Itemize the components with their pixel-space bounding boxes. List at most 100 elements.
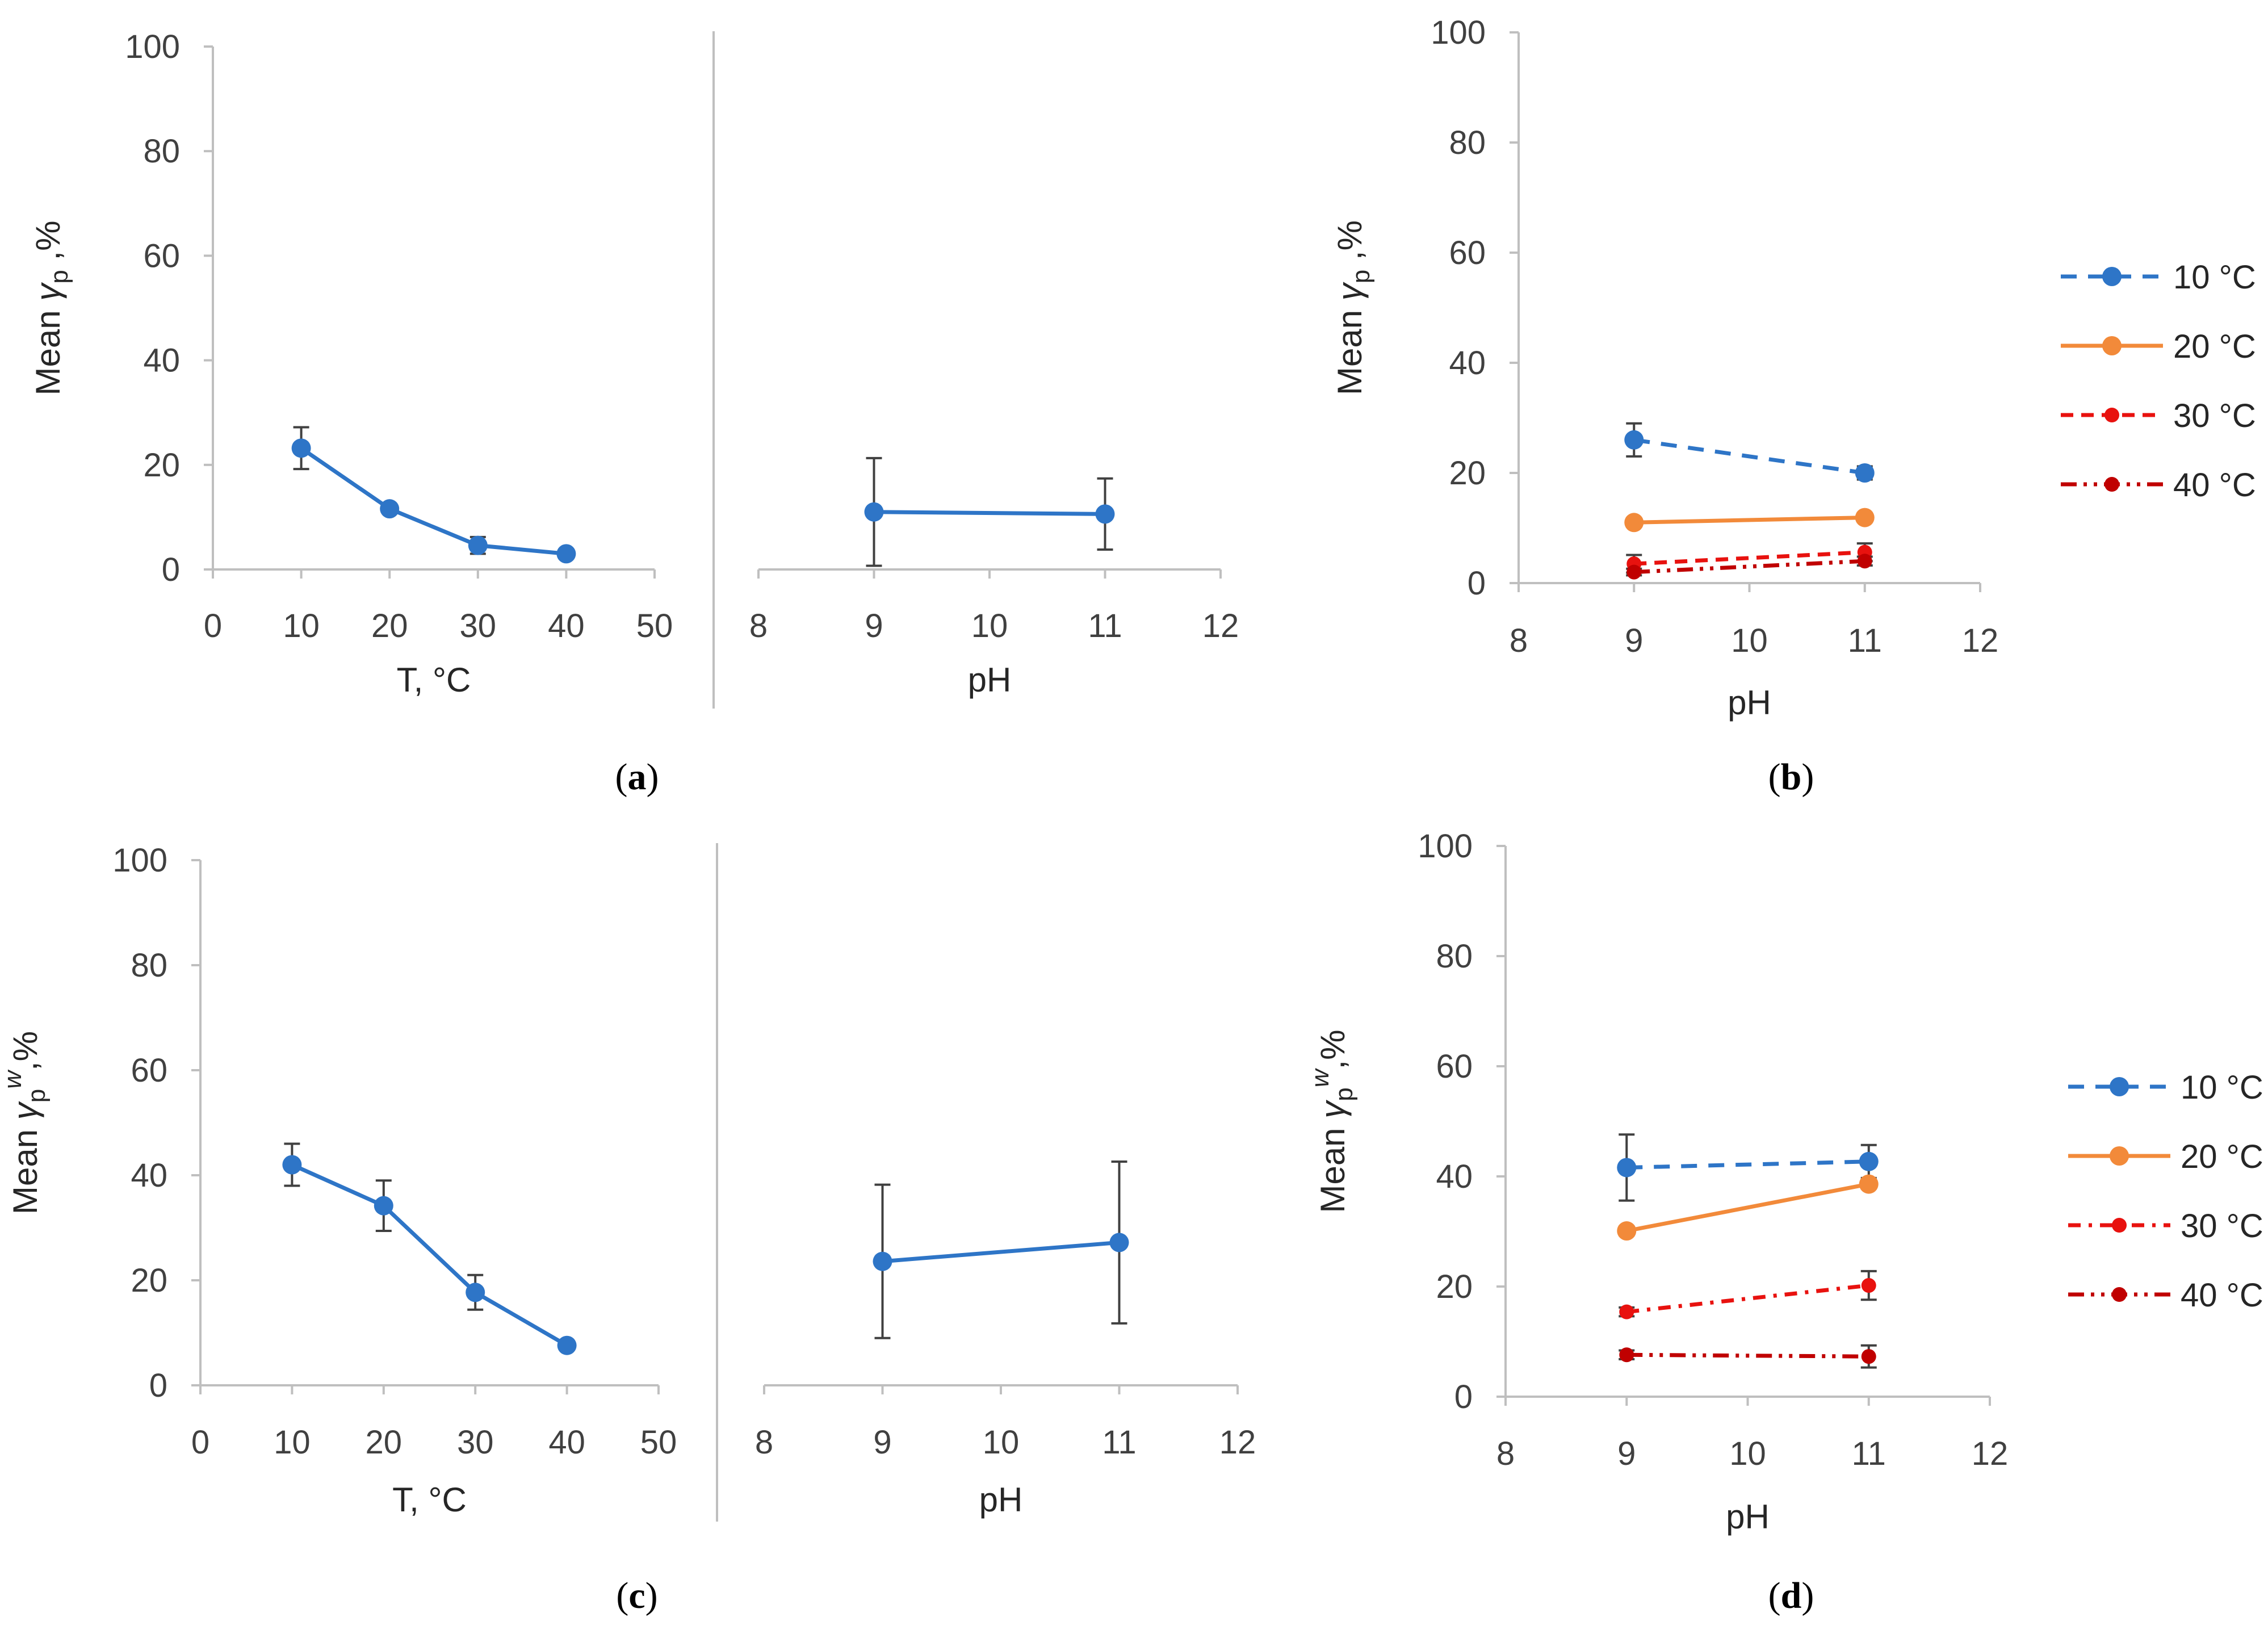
x-tick-label: 12 — [1219, 1424, 1256, 1461]
legend-marker — [2110, 1146, 2129, 1166]
y-tick-label: 60 — [1449, 234, 1486, 271]
data-point — [466, 1283, 485, 1302]
series-a-right-0 — [864, 456, 1115, 567]
y-tick-label: 80 — [1449, 124, 1486, 161]
data-point — [1861, 1349, 1876, 1364]
data-point — [1624, 430, 1644, 450]
y-tick-label: 100 — [1418, 828, 1473, 865]
x-tick-label: 12 — [1202, 607, 1239, 644]
x-tick-label: 10 — [274, 1424, 311, 1461]
data-point — [557, 1335, 577, 1355]
chart-c-left: 0 10 20 30 40 50 T, °C 0 20 40 60 80 100 Mean γpw,% — [0, 842, 677, 1519]
x-tick-label: 10 — [1731, 622, 1768, 659]
y-tick-label: 60 — [143, 237, 180, 274]
y-tick-label: 40 — [1436, 1158, 1473, 1195]
y-tick-label: 20 — [1449, 455, 1486, 492]
y-tick-label: 100 — [112, 842, 167, 879]
series-line — [874, 510, 1105, 516]
chart-c-right: 8 9 10 11 12 pH — [755, 1384, 1256, 1519]
data-point — [1855, 508, 1875, 527]
data-point — [1109, 1233, 1129, 1252]
series-line — [1626, 1159, 1869, 1170]
x-tick-label: 20 — [366, 1424, 403, 1461]
x-tick-label: 40 — [548, 607, 585, 644]
y-tick-label: 0 — [1454, 1379, 1473, 1415]
data-point — [1626, 564, 1642, 580]
legend-item: 10 °C — [2061, 259, 2256, 296]
x-tick-label: 50 — [636, 607, 673, 644]
x-axis-label: pH — [979, 1481, 1023, 1519]
data-point — [468, 535, 488, 555]
legend-item: 20 °C — [2061, 328, 2256, 365]
legend-label: 20 °C — [2173, 328, 2256, 365]
y-tick-label: 20 — [1436, 1268, 1473, 1305]
legend-marker — [2102, 336, 2122, 355]
y-axis-label: Mean γp ,% — [1331, 220, 1375, 395]
series-line — [882, 1240, 1120, 1264]
data-point — [1855, 463, 1875, 483]
x-tick-label: 10 — [983, 1424, 1020, 1461]
x-tick-label: 11 — [1852, 1435, 1886, 1472]
y-tick-label: 60 — [131, 1052, 167, 1089]
series-b-1 — [1624, 508, 1875, 533]
data-point — [1624, 513, 1644, 533]
chart-b: 8 9 10 11 12 pH 0 20 40 60 80 100 Mean γp ,% — [1331, 14, 1998, 722]
x-tick-label: 8 — [1496, 1435, 1515, 1472]
x-axis-label: pH — [968, 661, 1012, 699]
data-point — [374, 1196, 393, 1216]
legend-marker — [2112, 1218, 2127, 1233]
chart-a-right: 8 9 10 11 12 pH — [749, 568, 1239, 699]
y-tick-label: 40 — [131, 1157, 167, 1194]
y-axis-label: Mean γpw,% — [0, 1031, 51, 1214]
x-tick-label: 0 — [204, 607, 222, 644]
legend-label: 40 °C — [2173, 467, 2256, 504]
legend-marker — [2102, 267, 2122, 286]
series-line — [1634, 550, 1865, 566]
y-tick-label: 20 — [131, 1262, 167, 1299]
data-point — [1861, 1278, 1876, 1293]
legend-label: 30 °C — [2181, 1208, 2263, 1245]
legend-label: 20 °C — [2181, 1138, 2263, 1175]
legend-marker — [2110, 1077, 2129, 1096]
series-c-right-0 — [873, 1160, 1129, 1339]
data-point — [1619, 1304, 1634, 1319]
x-tick-label: 40 — [548, 1424, 585, 1461]
data-point — [1859, 1174, 1879, 1194]
x-axis-label: T, °C — [392, 1481, 467, 1519]
y-tick-label: 40 — [143, 342, 180, 379]
x-tick-label: 9 — [873, 1424, 891, 1461]
legend-label: 10 °C — [2181, 1069, 2263, 1106]
x-tick-label: 50 — [640, 1424, 677, 1461]
series-line — [291, 1163, 568, 1347]
y-tick-label: 0 — [162, 551, 180, 588]
y-tick-label: 60 — [1436, 1048, 1473, 1085]
data-point — [1095, 504, 1115, 524]
series-a-left-0 — [291, 426, 576, 564]
panel-label-d: (d) — [1768, 1575, 1814, 1616]
series-line — [1626, 1283, 1869, 1314]
data-point — [291, 438, 311, 458]
x-tick-label: 9 — [1617, 1435, 1636, 1472]
chart-a-left: 0 10 20 30 40 50 T, °C 0 20 40 60 80 100 Mean γp ,% — [29, 28, 673, 699]
legend-item: 30 °C — [2068, 1208, 2263, 1245]
legend-marker — [2104, 477, 2119, 492]
series-b-2 — [1626, 542, 1873, 574]
x-tick-label: 12 — [1962, 622, 1999, 659]
data-point — [1619, 1347, 1634, 1363]
x-axis-label: T, °C — [397, 661, 471, 699]
y-tick-label: 0 — [149, 1367, 167, 1404]
x-tick-label: 0 — [191, 1424, 209, 1461]
series-line — [1626, 1182, 1869, 1233]
x-tick-label: 30 — [460, 607, 497, 644]
legend-item: 40 °C — [2061, 467, 2256, 504]
data-point — [282, 1155, 302, 1175]
x-tick-label: 11 — [1848, 622, 1882, 659]
data-point — [1617, 1158, 1637, 1178]
x-tick-label: 10 — [971, 607, 1008, 644]
y-tick-label: 80 — [131, 947, 167, 984]
x-tick-label: 9 — [1625, 622, 1643, 659]
data-point — [873, 1251, 892, 1271]
panel-label-b: (b) — [1768, 756, 1814, 798]
legend-label: 40 °C — [2181, 1277, 2263, 1314]
